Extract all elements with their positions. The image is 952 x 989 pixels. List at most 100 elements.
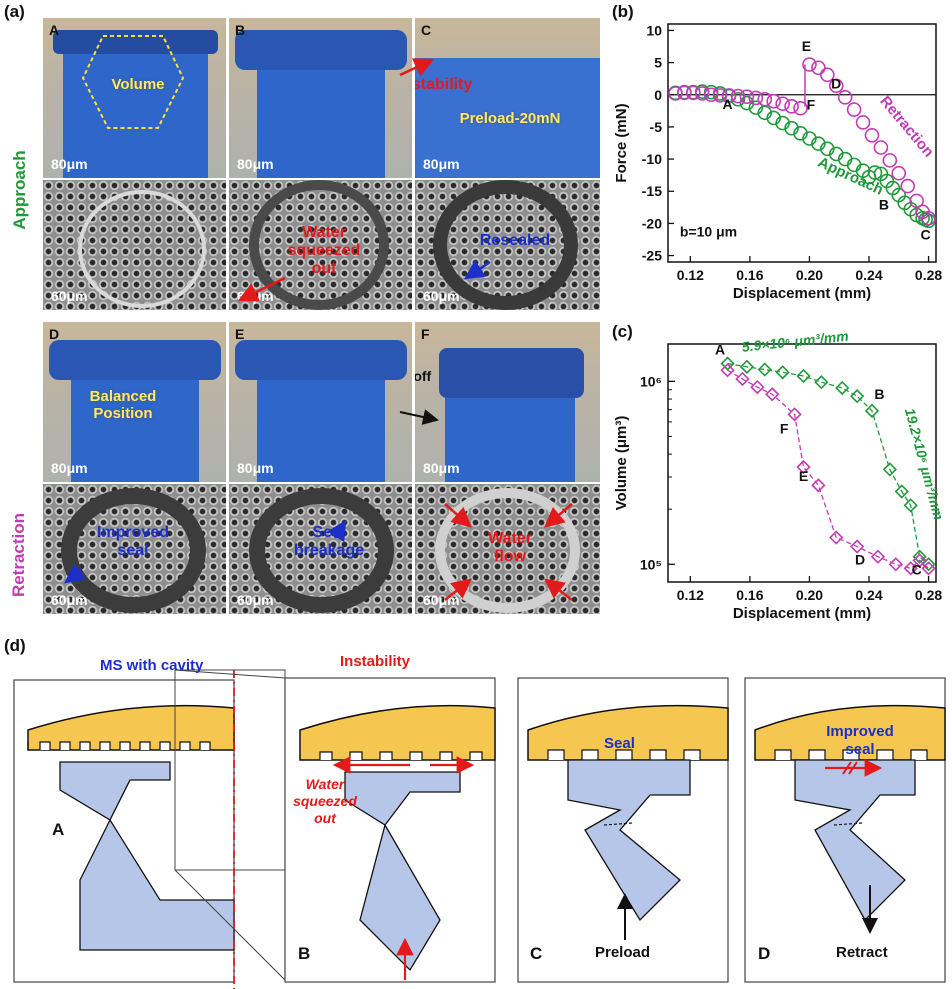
data-point (802, 131, 817, 146)
point-label: E (802, 38, 811, 54)
scale-label: 80μm (237, 460, 274, 476)
data-point (677, 85, 692, 101)
data-point (820, 67, 835, 83)
panel-a-arrows (64, 58, 573, 601)
data-point (668, 86, 683, 101)
photo-A-side: A Volume 80μm (43, 18, 226, 178)
data-point (900, 178, 916, 194)
arrow-seal-breakage (327, 519, 347, 543)
data-point (748, 100, 764, 115)
scale-label: 60μm (423, 288, 460, 304)
data-point (739, 89, 755, 104)
plot-frame (667, 343, 937, 583)
x-tick-label: 0.12 (677, 587, 704, 603)
instability-label-d: Instability (340, 653, 411, 670)
point-label: E (799, 468, 808, 484)
improved-seal-label-d: Improved seal (826, 723, 894, 758)
arrow-flow-2 (544, 503, 573, 528)
data-point (811, 478, 826, 493)
preload-label: Preload-20mN (459, 110, 561, 127)
point-label: B (879, 196, 889, 212)
photo-E-contact: Seal breakage 60μm (229, 484, 412, 614)
panel-a-label: (a) (4, 2, 25, 21)
y-tick-label: -15 (642, 183, 662, 199)
data-point (921, 210, 936, 226)
data-point (712, 88, 728, 103)
arrow-flow-1 (444, 503, 472, 528)
data-point (775, 96, 790, 112)
retract-label: Retract (836, 944, 888, 961)
point-label: C (921, 226, 931, 242)
data-point (855, 115, 871, 130)
data-point (811, 136, 826, 151)
resealed-label: Resealed (479, 232, 551, 249)
schematic-letter-b: B (298, 944, 311, 963)
data-point (793, 126, 808, 141)
data-point (796, 459, 811, 475)
data-point (867, 165, 883, 180)
y-tick-label: -10 (642, 151, 662, 167)
ms-cavity-label: MS with cavity (100, 657, 204, 674)
data-point (864, 403, 880, 418)
point-label: C (912, 561, 922, 577)
arrow-flow-3 (444, 578, 472, 601)
x-tick-label: 0.16 (736, 587, 763, 603)
data-point (864, 127, 880, 143)
data-point (882, 462, 897, 477)
series-line (727, 362, 929, 565)
scale-label: 80μm (423, 156, 460, 172)
arrow-instability (399, 58, 435, 77)
x-tick-label: 0.24 (855, 587, 882, 603)
data-point (811, 60, 826, 76)
data-point (903, 498, 918, 513)
arrow-resealed (463, 259, 491, 280)
data-point (835, 380, 850, 396)
data-point (739, 95, 755, 111)
panel-d-label: (d) (4, 636, 26, 655)
photo-D-contact: Improved seal 60μm (43, 484, 226, 614)
data-point (757, 91, 773, 107)
x-axis-label: Displacement (mm) (733, 285, 871, 302)
y-tick-label: 5 (654, 55, 662, 71)
data-point (757, 362, 772, 377)
data-point (921, 561, 936, 576)
data-point (720, 356, 735, 371)
photo-A-contact: 60μm (43, 180, 226, 310)
data-point (814, 375, 829, 390)
arrow-water-out (237, 276, 286, 302)
data-point (870, 549, 886, 564)
point-label: D (855, 551, 865, 567)
x-tick-label: 0.20 (796, 587, 823, 603)
data-point (846, 102, 862, 117)
y-axis-label: Force (mN) (613, 103, 630, 182)
retraction-label: Retraction (876, 93, 937, 161)
x-tick-label: 0.28 (915, 267, 942, 283)
scale-label: 80μm (237, 156, 274, 172)
data-point (750, 379, 765, 395)
scale-label: 80μm (423, 460, 460, 476)
cell-letter: C (421, 22, 432, 38)
point-label: A (715, 342, 725, 358)
x-tick-label: 0.24 (855, 267, 882, 283)
balanced-label: Balanced Position (89, 388, 157, 422)
data-point (882, 153, 898, 168)
arrow-pulloff (399, 409, 439, 425)
data-point (873, 140, 889, 155)
photo-F-side: F Pull-off 80μm (415, 322, 600, 482)
cell-letter: B (235, 22, 246, 38)
data-point (694, 86, 710, 101)
data-point (730, 88, 746, 104)
volume-label: Volume (111, 76, 165, 93)
water-squeezed-label-d: Water squeezed out (293, 776, 357, 826)
plot-frame (667, 23, 937, 263)
scale-label: 60μm (237, 592, 274, 608)
photo-D-side: D Balanced Position 80μm (43, 322, 226, 482)
improved-seal-label: Improved seal (96, 524, 169, 559)
point-label: A (722, 96, 732, 112)
cell-letter: E (235, 326, 245, 342)
cell-letter: F (421, 326, 430, 342)
slope1-label: 5.9×10⁶ μm³/mm (741, 330, 849, 355)
data-point (784, 120, 799, 136)
pulloff-label: Pull-off (415, 368, 432, 384)
panel-c-label: (c) (612, 322, 633, 341)
